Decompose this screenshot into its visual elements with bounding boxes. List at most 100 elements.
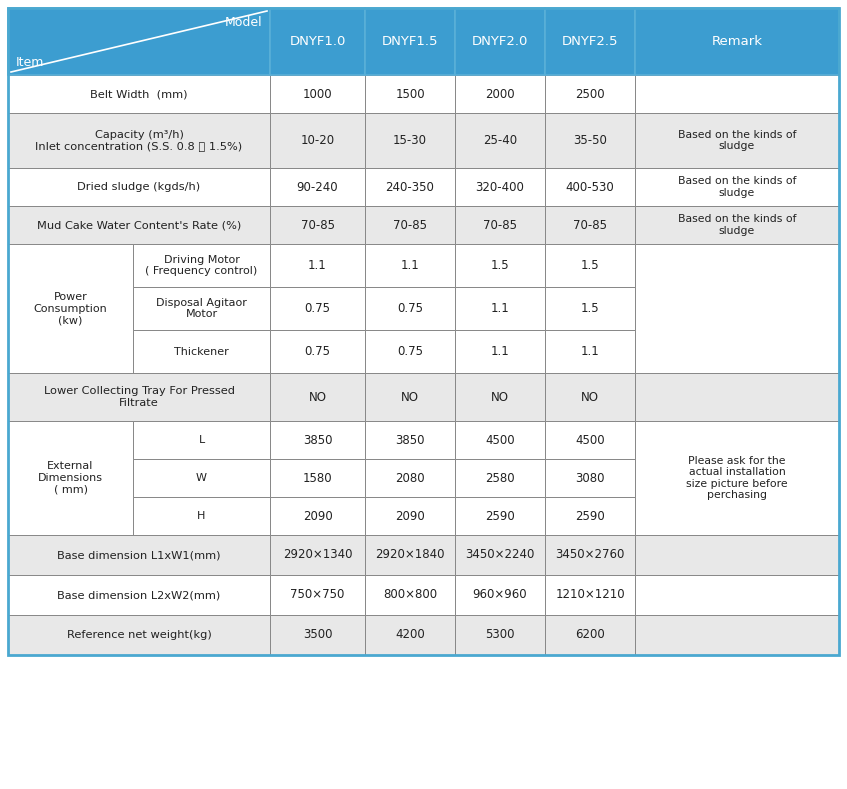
Text: 1.1: 1.1 xyxy=(308,259,327,272)
Text: H: H xyxy=(197,511,206,521)
Text: 2090: 2090 xyxy=(395,510,425,522)
Bar xyxy=(545,615,635,655)
Bar xyxy=(545,535,635,575)
Bar xyxy=(545,330,635,373)
Text: Based on the kinds of
sludge: Based on the kinds of sludge xyxy=(678,176,796,198)
Bar xyxy=(133,330,270,373)
Text: 6200: 6200 xyxy=(575,629,605,641)
Bar xyxy=(133,421,270,459)
Text: Driving Motor
( Frequency control): Driving Motor ( Frequency control) xyxy=(146,255,257,276)
Bar xyxy=(545,206,635,244)
Bar xyxy=(270,373,365,421)
Text: Thickener: Thickener xyxy=(174,346,229,357)
Text: 70-85: 70-85 xyxy=(573,219,607,231)
Text: 2920×1840: 2920×1840 xyxy=(375,548,445,562)
Bar xyxy=(365,168,455,206)
Text: Base dimension L1xW1(mm): Base dimension L1xW1(mm) xyxy=(58,550,221,560)
Text: 35-50: 35-50 xyxy=(573,134,607,147)
Text: 5300: 5300 xyxy=(485,629,515,641)
Text: 1.5: 1.5 xyxy=(581,259,600,272)
Bar xyxy=(545,113,635,168)
Bar xyxy=(455,330,545,373)
Bar xyxy=(365,575,455,615)
Bar xyxy=(8,206,270,244)
Bar xyxy=(8,244,133,373)
Bar xyxy=(635,8,839,75)
Text: 2500: 2500 xyxy=(575,88,605,100)
Text: 2090: 2090 xyxy=(302,510,332,522)
Text: 1.5: 1.5 xyxy=(490,259,509,272)
Bar xyxy=(545,168,635,206)
Bar xyxy=(455,535,545,575)
Bar xyxy=(635,535,839,575)
Text: 15-30: 15-30 xyxy=(393,134,427,147)
Text: NO: NO xyxy=(308,391,326,403)
Bar xyxy=(133,497,270,535)
Bar xyxy=(270,575,365,615)
Bar xyxy=(133,244,270,287)
Bar xyxy=(545,75,635,113)
Text: 0.75: 0.75 xyxy=(305,302,330,315)
Bar xyxy=(455,287,545,330)
Text: 2000: 2000 xyxy=(485,88,515,100)
Bar xyxy=(365,206,455,244)
Bar xyxy=(133,459,270,497)
Text: DNYF1.0: DNYF1.0 xyxy=(290,35,346,48)
Text: Belt Width  (mm): Belt Width (mm) xyxy=(91,89,188,99)
Bar xyxy=(635,244,839,373)
Bar xyxy=(455,244,545,287)
Bar xyxy=(270,75,365,113)
Bar xyxy=(270,535,365,575)
Text: DNYF2.5: DNYF2.5 xyxy=(562,35,618,48)
Text: 750×750: 750×750 xyxy=(291,589,345,601)
Bar xyxy=(545,459,635,497)
Bar xyxy=(365,244,455,287)
Bar xyxy=(455,373,545,421)
Bar xyxy=(365,421,455,459)
Text: 1.5: 1.5 xyxy=(581,302,600,315)
Bar xyxy=(545,287,635,330)
Bar xyxy=(635,206,839,244)
Bar xyxy=(8,421,133,535)
Text: Reference net weight(kg): Reference net weight(kg) xyxy=(67,630,212,640)
Text: Dried sludge (kgds/h): Dried sludge (kgds/h) xyxy=(77,182,201,192)
Text: 4500: 4500 xyxy=(575,433,605,447)
Text: 1000: 1000 xyxy=(302,88,332,100)
Bar xyxy=(270,8,365,75)
Text: 3850: 3850 xyxy=(396,433,424,447)
Bar xyxy=(270,287,365,330)
Text: 70-85: 70-85 xyxy=(301,219,335,231)
Bar xyxy=(455,575,545,615)
Text: Please ask for the
actual installation
size picture before
perchasing: Please ask for the actual installation s… xyxy=(686,455,788,500)
Text: External
Dimensions
( mm): External Dimensions ( mm) xyxy=(38,462,103,495)
Bar xyxy=(545,373,635,421)
Bar xyxy=(635,373,839,421)
Bar xyxy=(8,168,270,206)
Text: 960×960: 960×960 xyxy=(473,589,528,601)
Text: Based on the kinds of
sludge: Based on the kinds of sludge xyxy=(678,214,796,236)
Text: 0.75: 0.75 xyxy=(305,345,330,358)
Text: 4200: 4200 xyxy=(395,629,425,641)
Bar xyxy=(270,615,365,655)
Text: NO: NO xyxy=(491,391,509,403)
Text: 25-40: 25-40 xyxy=(483,134,517,147)
Bar xyxy=(8,535,270,575)
Text: W: W xyxy=(196,473,207,483)
Text: 1.1: 1.1 xyxy=(581,345,600,358)
Text: Model: Model xyxy=(224,16,262,28)
Bar xyxy=(365,75,455,113)
Text: Based on the kinds of
sludge: Based on the kinds of sludge xyxy=(678,129,796,151)
Bar xyxy=(635,75,839,113)
Text: 70-85: 70-85 xyxy=(483,219,517,231)
Text: 240-350: 240-350 xyxy=(385,181,435,193)
Text: 2920×1340: 2920×1340 xyxy=(283,548,352,562)
Bar xyxy=(365,535,455,575)
Text: Item: Item xyxy=(16,55,44,69)
Bar xyxy=(545,421,635,459)
Bar xyxy=(455,168,545,206)
Text: 3500: 3500 xyxy=(302,629,332,641)
Bar xyxy=(8,75,270,113)
Text: 1580: 1580 xyxy=(302,472,332,484)
Bar xyxy=(365,615,455,655)
Text: 2080: 2080 xyxy=(396,472,425,484)
